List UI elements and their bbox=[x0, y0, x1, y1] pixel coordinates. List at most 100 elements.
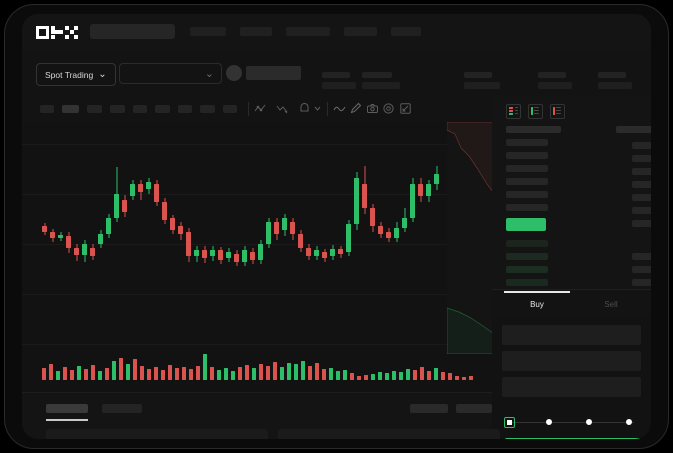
candle-43 bbox=[386, 122, 391, 362]
volume-bar-51 bbox=[399, 372, 403, 380]
volume-bar-9 bbox=[105, 368, 109, 380]
orderbook-size-cell[interactable] bbox=[632, 279, 651, 286]
step-3[interactable] bbox=[586, 419, 592, 425]
drawing-pencil-icon[interactable] bbox=[349, 102, 362, 115]
candle-30 bbox=[282, 122, 287, 362]
orderbook-ask-row[interactable] bbox=[506, 126, 561, 133]
order-form-field-3[interactable] bbox=[502, 377, 641, 397]
onboarding-stepper bbox=[504, 417, 639, 428]
orderbook-highlight-row[interactable] bbox=[506, 218, 546, 231]
bottom-panel-right bbox=[278, 429, 500, 439]
candle-27 bbox=[258, 122, 263, 362]
candle-9 bbox=[114, 122, 119, 362]
orderbook-size-cell[interactable] bbox=[632, 142, 651, 149]
indicator-icon[interactable] bbox=[254, 102, 267, 115]
tab-buy[interactable]: Buy bbox=[530, 300, 544, 309]
orderbook-ask-row[interactable] bbox=[506, 178, 548, 185]
volume-bar-46 bbox=[364, 375, 368, 380]
pair-select[interactable]: ⌄ bbox=[119, 63, 222, 84]
compare-icon[interactable] bbox=[276, 102, 289, 115]
tf-1m[interactable] bbox=[40, 105, 54, 113]
candle-5 bbox=[82, 122, 87, 362]
order-form-field-2[interactable] bbox=[502, 351, 641, 371]
orderbook-ask-row[interactable] bbox=[506, 139, 548, 146]
orderbook-ask-row[interactable] bbox=[506, 152, 548, 159]
alert-icon[interactable] bbox=[298, 102, 311, 115]
volume-bar-20 bbox=[182, 367, 186, 380]
candle-46 bbox=[410, 122, 415, 362]
okx-logo[interactable] bbox=[36, 25, 80, 39]
orderbook-size-cell[interactable] bbox=[616, 126, 651, 133]
candle-34 bbox=[314, 122, 319, 362]
tf-1mo[interactable] bbox=[223, 105, 237, 113]
step-1[interactable] bbox=[504, 417, 515, 428]
orderbook-view-asks-icon[interactable] bbox=[550, 104, 565, 119]
orderbook-ask-row[interactable] bbox=[506, 191, 548, 198]
orderbook-size-cell[interactable] bbox=[632, 168, 651, 175]
primary-cta-button[interactable] bbox=[504, 438, 651, 439]
order-form-field-1[interactable] bbox=[502, 325, 641, 345]
volume-bar-32 bbox=[266, 366, 270, 380]
orderbook-bid-row[interactable] bbox=[506, 253, 548, 260]
orderbook-size-cell[interactable] bbox=[632, 181, 651, 188]
tf-1w[interactable] bbox=[200, 105, 215, 113]
volume-bar-29 bbox=[245, 365, 249, 380]
toolbar-divider bbox=[248, 102, 249, 116]
orderbook-size-cell[interactable] bbox=[632, 266, 651, 273]
candle-body bbox=[218, 250, 223, 260]
tf-4h[interactable] bbox=[155, 105, 170, 113]
orderbook-bid-row[interactable] bbox=[506, 279, 548, 286]
volume-bar-54 bbox=[420, 367, 424, 380]
candle-49 bbox=[434, 122, 439, 362]
nav-item-2[interactable] bbox=[240, 27, 272, 36]
step-4[interactable] bbox=[626, 419, 632, 425]
line-chart-icon[interactable] bbox=[333, 102, 346, 115]
candle-18 bbox=[186, 122, 191, 362]
candle-body bbox=[314, 250, 319, 256]
chart-gridline-1 bbox=[22, 194, 651, 195]
candle-32 bbox=[298, 122, 303, 362]
orderbook-ask-row[interactable] bbox=[506, 165, 548, 172]
candle-body bbox=[290, 222, 295, 234]
tf-1h[interactable] bbox=[133, 105, 147, 113]
candle-body bbox=[186, 232, 191, 256]
stat-value bbox=[538, 82, 572, 89]
spot-trading-dropdown[interactable]: Spot Trading ⌄ bbox=[36, 63, 116, 86]
orderbook-view-bids-icon[interactable] bbox=[528, 104, 543, 119]
candle-body bbox=[338, 249, 343, 254]
nav-item-4[interactable] bbox=[344, 27, 377, 36]
orderbook-bid-row[interactable] bbox=[506, 240, 548, 247]
tab-sell[interactable]: Sell bbox=[604, 300, 618, 309]
nav-item-3[interactable] bbox=[286, 27, 330, 36]
settings-gear-icon[interactable] bbox=[382, 102, 395, 115]
bottom-action-1[interactable] bbox=[410, 404, 448, 413]
orderbook-size-cell[interactable] bbox=[632, 253, 651, 260]
orderbook-size-cell[interactable] bbox=[632, 155, 651, 162]
bottom-tab-order-history[interactable] bbox=[102, 404, 142, 413]
candle-body bbox=[226, 252, 231, 258]
search-input[interactable] bbox=[90, 24, 175, 39]
orderbook-ask-row[interactable] bbox=[506, 204, 548, 211]
orderbook-view-both-icon[interactable] bbox=[506, 104, 521, 119]
order-form bbox=[492, 317, 651, 409]
orderbook-size-cell[interactable] bbox=[632, 207, 651, 214]
orderbook-size-cell[interactable] bbox=[632, 220, 651, 227]
nav-item-1[interactable] bbox=[190, 27, 226, 36]
chevron-down-icon[interactable] bbox=[313, 102, 322, 115]
tf-1d[interactable] bbox=[178, 105, 192, 113]
tf-5m[interactable] bbox=[62, 105, 79, 113]
orderbook-size-cell[interactable] bbox=[632, 194, 651, 201]
tf-15m[interactable] bbox=[87, 105, 102, 113]
bottom-panel-left bbox=[46, 429, 268, 439]
camera-icon[interactable] bbox=[366, 102, 379, 115]
bottom-tab-open-orders[interactable] bbox=[46, 404, 88, 413]
bottom-action-2[interactable] bbox=[456, 404, 492, 413]
fullscreen-icon[interactable] bbox=[399, 102, 412, 115]
tf-30m[interactable] bbox=[110, 105, 125, 113]
candle-41 bbox=[370, 122, 375, 362]
nav-item-5[interactable] bbox=[391, 27, 421, 36]
step-2[interactable] bbox=[546, 419, 552, 425]
orderbook-bid-row[interactable] bbox=[506, 266, 548, 273]
candle-body bbox=[386, 232, 391, 238]
